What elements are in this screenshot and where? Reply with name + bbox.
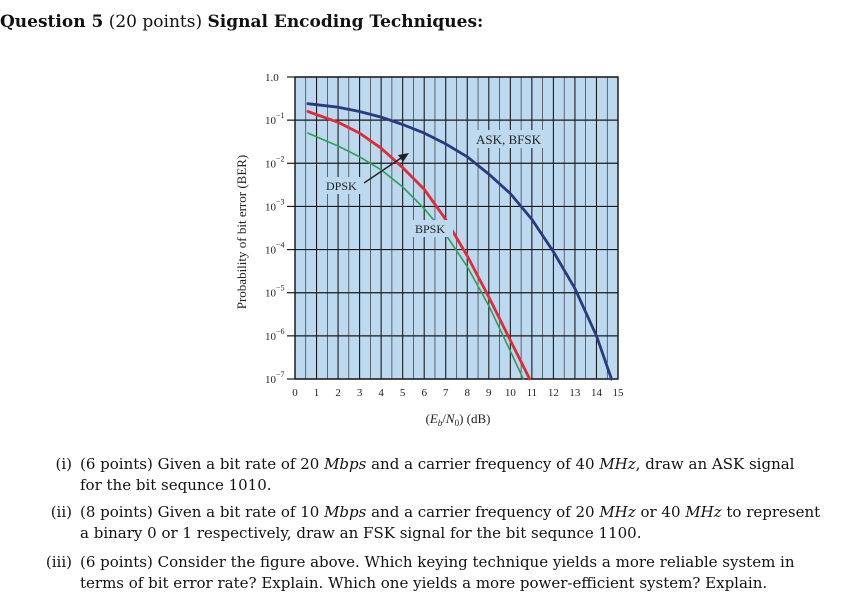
x-tick-label: 4 (378, 387, 384, 399)
question-number: Question 5 (0, 12, 104, 32)
question-line-1: (6 points) Given a bit rate of 20 Mbps a… (80, 455, 794, 473)
question-line-1: (8 points) Given a bit rate of 10 Mbps a… (80, 503, 820, 521)
y-tick-label: 10−5 (265, 284, 285, 300)
y-tick-label: 10−1 (265, 111, 285, 127)
question-line-2: for the bit sequnce 1010. (80, 476, 272, 494)
question-item-text: (6 points) Given a bit rate of 20 Mbps a… (80, 454, 860, 496)
x-tick-label: 11 (527, 387, 538, 399)
question-text-run: MHz (599, 503, 636, 521)
annotation-dpsk: DPSK (326, 179, 357, 193)
x-tick-label: 13 (569, 387, 581, 399)
y-axis-label: Probability of bit error (BER) (234, 155, 249, 310)
x-tick-label: 10 (505, 387, 517, 399)
x-tick-label: 9 (486, 387, 492, 399)
question-item-number: (ii) (50, 503, 72, 521)
question-text-run: , draw an ASK signal (635, 455, 795, 473)
x-tick-label: 0 (292, 387, 298, 399)
question-title: Signal Encoding Techniques: (207, 12, 484, 32)
y-tick-label: 10−4 (265, 241, 285, 257)
question-line-2: a binary 0 or 1 respectively, draw an FS… (80, 524, 642, 542)
question-text-run: and a carrier frequency of 40 (366, 455, 600, 473)
question-text-run: Mbps (324, 503, 367, 521)
annotation-bpsk-bg (413, 220, 453, 237)
question-item-1: (i) (6 points) Given a bit rate of 20 Mb… (0, 454, 864, 498)
question-item-2: (ii) (8 points) Given a bit rate of 10 M… (0, 502, 864, 546)
question-item-number: (iii) (45, 553, 72, 571)
x-tick-label: 14 (591, 387, 603, 399)
series-line-ask-bfsk (306, 102, 613, 381)
x-tick-label: 1 (314, 387, 320, 399)
question-item-3: (iii) (6 points) Consider the figure abo… (0, 552, 864, 596)
question-item-number: (i) (55, 455, 72, 473)
question-text-run: (8 points) Given a bit rate of 10 (80, 503, 325, 521)
question-text-run: and a carrier frequency of 20 (366, 503, 600, 521)
question-text-run: MHz (599, 455, 636, 473)
dpsk-arrowhead (398, 153, 409, 162)
y-tick-labels: 1.0 10−1 10−2 10−3 10−4 10−5 10−6 10−7 (265, 72, 285, 386)
question-item-text: (8 points) Given a bit rate of 10 Mbps a… (80, 502, 860, 544)
question-text-run: to represent (721, 503, 821, 521)
question-text-run: or 40 (635, 503, 686, 521)
question-text-run: (6 points) Given a bit rate of 20 (80, 455, 325, 473)
x-axis-label: (Eb/N0) (dB) (425, 411, 490, 428)
question-heading: Question 5 (20 points) Signal Encoding T… (0, 12, 483, 32)
annotation-ask-bg (474, 130, 550, 148)
x-tick-label: 8 (465, 387, 471, 399)
y-tick-label: 10−6 (265, 327, 285, 343)
y-tick-label: 1.0 (265, 72, 279, 84)
x-tick-labels: 0 1 2 3 4 5 6 7 8 9 10 11 12 13 14 15 (292, 387, 624, 399)
plot-grid (287, 76, 619, 380)
question-text-run: (6 points) Consider the figure above. Wh… (80, 553, 795, 571)
plot-frame (294, 76, 619, 380)
question-text-run: Mbps (324, 455, 367, 473)
x-tick-label: 5 (400, 387, 406, 399)
question-text-run: MHz (685, 503, 722, 521)
x-tick-label: 7 (443, 387, 449, 399)
question-line-2: terms of bit error rate? Explain. Which … (80, 574, 768, 592)
annotation-bpsk: BPSK (415, 222, 445, 236)
x-tick-label: 15 (613, 387, 625, 399)
y-tick-label: 10−3 (265, 197, 285, 213)
series-line-bpsk (306, 110, 532, 381)
question-line-1: (6 points) Consider the figure above. Wh… (80, 553, 795, 571)
x-tick-label: 3 (357, 387, 363, 399)
question-points: (20 points) (108, 12, 203, 32)
series-line-dpsk (307, 132, 525, 380)
y-tick-label: 10−7 (265, 370, 285, 386)
annotation-dpsk-bg (323, 177, 363, 194)
question-item-text: (6 points) Consider the figure above. Wh… (80, 552, 860, 594)
y-tick-label: 10−2 (265, 154, 285, 170)
annotation-ask: ASK, BFSK (476, 132, 542, 147)
x-tick-label: 6 (421, 387, 427, 399)
x-tick-label: 12 (548, 387, 559, 399)
plot-series (306, 102, 613, 381)
x-tick-label: 2 (335, 387, 341, 399)
dpsk-arrow (363, 155, 405, 184)
